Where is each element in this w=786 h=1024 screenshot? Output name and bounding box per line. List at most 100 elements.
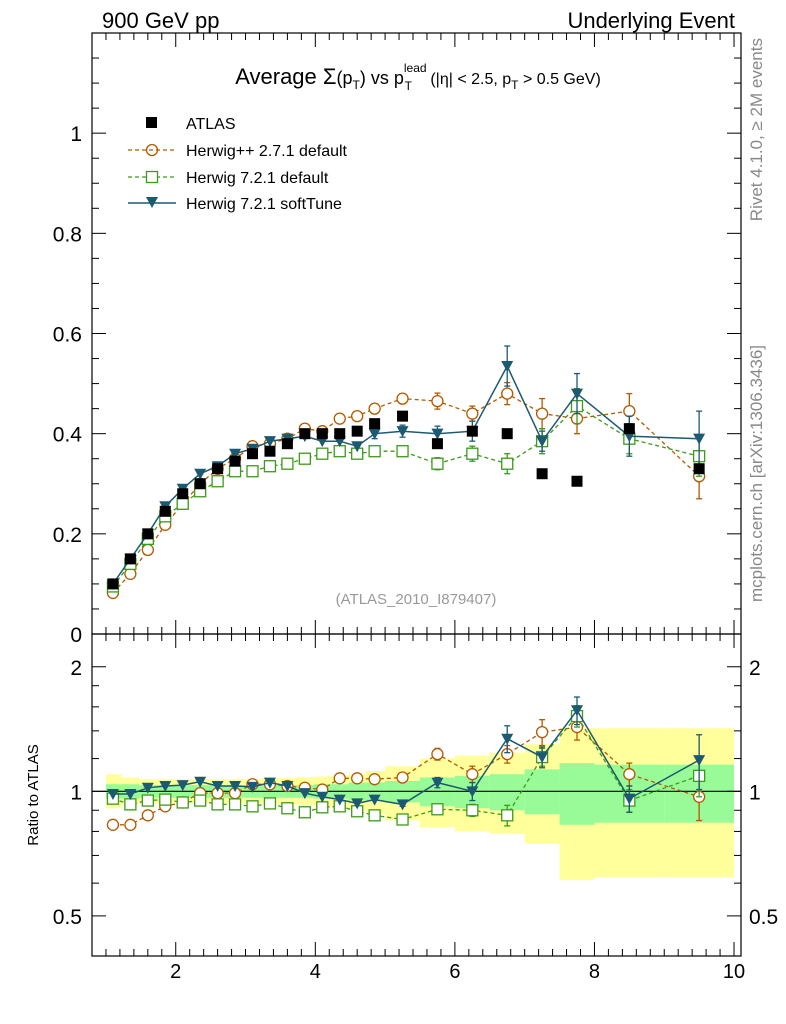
ratio-frame [91,633,742,957]
main-point-herwig721 [501,457,514,470]
main-point-atlas [693,463,705,475]
main-point-atlas [194,478,206,490]
ratio-point-herwig721 [396,813,409,826]
ratio-ytick-label: 1 [70,781,82,804]
ratio-ytick-label: 0.5 [53,906,82,929]
main-point-herwig721 [368,445,381,458]
ratio-point-softtune [159,781,172,793]
legend-item-atlas: ATLAS [146,116,236,133]
side-label-bottom: mcplots.cern.ch [arXiv:1306.3436] [747,345,766,602]
ratio-point-herwigpp [623,768,636,781]
ratio-point-herwig721 [246,800,259,813]
ratio-point-softtune [263,777,276,789]
ratio-point-herwig721 [263,797,277,810]
title-sub-t3: T [511,78,519,92]
ratio-point-herwig721 [176,796,189,809]
ratio-point-herwig721 [466,804,479,817]
ratio-x-ticks: 2 4 6 8 10 [105,634,745,983]
ratio-point-herwig721 [316,801,329,814]
main-y-ticks: 0 0.2 0.4 0.6 0.8 1 [53,57,741,647]
ratio-point-softtune [176,780,189,792]
ratio-point-herwig721 [281,802,294,815]
title-pt-open: (p [337,68,353,88]
ratio-point-softtune [693,755,706,767]
title-cut2: > 0.5 GeV) [519,71,601,88]
main-point-atlas [431,438,443,450]
ratio-point-herwig721 [298,806,311,819]
ratio-xtick-label: 10 [723,961,745,983]
main-point-herwigpp [124,567,137,581]
main-point-softtune [368,428,381,440]
title-vs: vs p [366,68,404,88]
ratio-panel: 0.5 0.5 1 1 2 2 2 4 6 8 10 Ratio to ATLAS [25,633,778,983]
header-right: Underlying Event [567,8,735,33]
ratio-point-herwigpp [431,747,444,761]
main-point-atlas [124,553,136,565]
ratio-point-softtune [536,752,549,764]
main-point-atlas [177,488,189,500]
ratio-point-herwig721 [211,798,224,811]
main-point-herwig721 [316,447,329,460]
main-ytick-label: 0.2 [53,524,82,547]
ratio-point-softtune [623,793,636,805]
main-point-atlas [571,475,583,487]
legend-item-softtune: Herwig 7.2.1 softTune [128,196,342,213]
main-point-softtune [431,428,444,440]
legend-marker-atlas [146,117,157,128]
ratio-point-softtune [194,776,207,788]
ratio-point-herwigpp [368,773,381,786]
legend-label-softtune: Herwig 7.2.1 softTune [186,196,342,213]
main-point-herwigpp [466,407,479,420]
main-ytick-label: 0 [70,624,82,647]
title-sigma: Σ [323,64,337,89]
ratio-point-herwigpp [333,772,346,785]
title-cut1: (|η| < 2.5, p [426,71,511,88]
watermark: (ATLAS_2010_I879407) [336,591,497,608]
ratio-y-ticks: 0.5 0.5 1 1 2 2 [53,657,778,929]
title-prefix: Average [235,64,323,89]
title-sub-t2: T [405,79,413,93]
main-series-atlas [107,410,705,590]
ratio-band-inner [489,774,525,811]
main-point-softtune [693,433,706,445]
legend-item-herwigpp: Herwig++ 2.7.1 default [128,143,348,160]
main-point-atlas [369,418,381,430]
ratio-point-herwig721 [431,803,444,816]
ratio-point-softtune [466,786,479,798]
ratio-point-herwigpp [466,768,479,781]
ratio-point-herwig721 [159,793,172,806]
main-point-herwigpp [368,402,381,415]
main-point-herwig721 [246,465,259,478]
main-point-atlas [142,528,154,540]
ratio-point-herwig721 [368,809,381,822]
main-point-herwigpp [501,387,514,400]
ratio-point-softtune [501,733,514,745]
ratio-point-herwigpp [106,818,120,831]
main-point-herwig721 [281,457,294,470]
main-point-herwig721 [431,457,444,470]
main-point-herwigpp [431,394,444,408]
ratio-point-softtune [571,705,584,717]
ratio-point-herwig721 [228,798,242,811]
main-point-atlas [501,428,513,440]
main-point-herwigpp [351,409,364,423]
main-point-atlas [623,423,635,435]
title-sub-t: T [353,78,361,92]
ratio-point-herwig721 [194,794,207,807]
ratio-point-herwigpp [141,809,154,822]
ratio-point-softtune [431,777,444,789]
main-point-atlas [334,428,346,440]
ratio-point-herwigpp [351,772,364,785]
legend: ATLAS Herwig++ 2.7.1 default Herwig 7.2.… [128,116,348,213]
main-point-atlas [212,463,224,475]
main-panel: 0 0.2 0.4 0.6 0.8 1 (ATLAS_2010_I879407) Aver… [53,32,742,647]
main-point-softtune [229,448,242,460]
legend-label-herwigpp: Herwig++ 2.7.1 default [186,143,348,160]
ratio-ytick-label: 2 [70,657,82,680]
main-point-herwig721 [333,445,346,458]
main-ytick-label: 0.4 [53,424,83,447]
main-point-herwig721 [396,445,409,458]
ratio-xtick-label: 6 [449,961,460,983]
legend-item-herwig721: Herwig 7.2.1 default [128,170,329,187]
